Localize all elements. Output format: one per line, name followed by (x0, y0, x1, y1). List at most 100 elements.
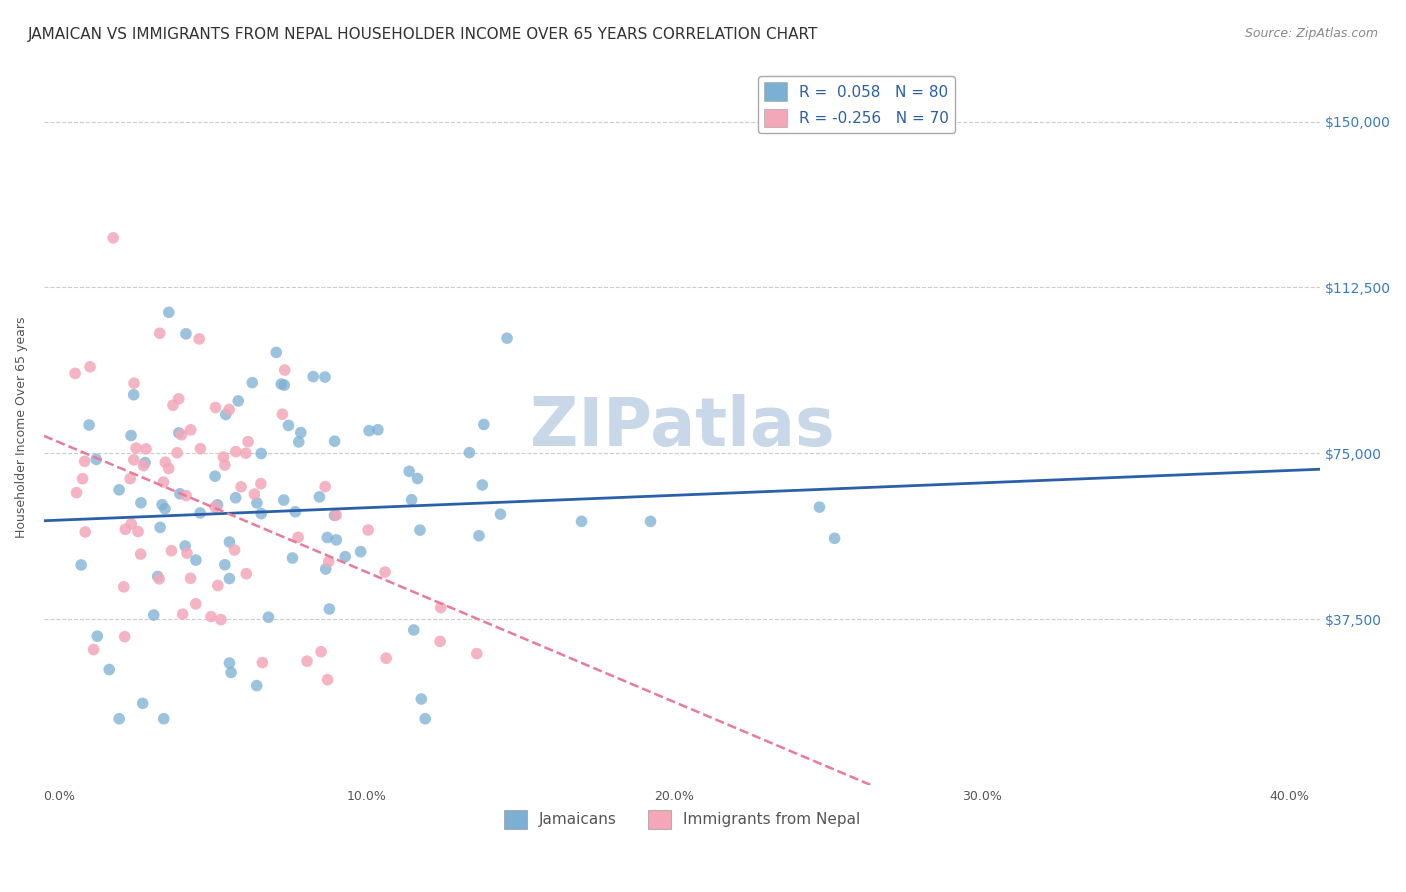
Point (571, 514, 593, 528)
Point (112, 580, 135, 594)
Point (357, 424, 380, 438)
Point (284, 505, 307, 519)
Point (160, 543, 183, 558)
Point (308, 490, 330, 504)
Point (174, 539, 197, 553)
Point (274, 363, 297, 377)
Point (224, 543, 246, 558)
Point (374, 565, 396, 579)
Point (489, 507, 512, 521)
Point (215, 408, 238, 422)
Point (406, 471, 429, 485)
Point (367, 423, 389, 437)
Point (180, 571, 202, 585)
Point (152, 475, 174, 489)
Point (204, 469, 226, 483)
Point (235, 566, 257, 581)
Point (226, 393, 249, 408)
Point (314, 370, 336, 384)
Point (86, 629, 108, 643)
Point (73, 454, 96, 468)
Point (212, 450, 235, 464)
Point (209, 613, 232, 627)
Point (180, 423, 202, 437)
Point (323, 434, 346, 449)
Point (132, 458, 155, 473)
Text: ZIPatlas: ZIPatlas (530, 393, 834, 459)
Point (273, 493, 295, 508)
Point (246, 496, 269, 510)
Point (207, 498, 229, 512)
Point (152, 712, 174, 726)
Point (188, 332, 211, 346)
Point (162, 398, 184, 412)
Point (98, 663, 121, 677)
Point (808, 500, 831, 515)
Point (122, 388, 145, 402)
Point (131, 697, 153, 711)
Point (129, 496, 152, 510)
Point (190, 442, 212, 456)
Point (318, 555, 340, 569)
Point (120, 428, 142, 442)
Point (72, 472, 94, 486)
Point (429, 600, 451, 615)
Point (398, 464, 420, 478)
Point (146, 569, 169, 583)
Point (120, 516, 142, 531)
Point (264, 345, 287, 359)
Point (250, 446, 273, 460)
Point (257, 610, 280, 624)
Point (214, 458, 236, 472)
Point (295, 654, 318, 668)
Point (157, 305, 180, 319)
Point (472, 417, 495, 432)
Point (314, 480, 336, 494)
Point (413, 712, 436, 726)
Point (236, 434, 259, 449)
Point (169, 487, 191, 501)
Point (287, 434, 309, 449)
Point (250, 476, 273, 491)
Point (75, 524, 97, 539)
Point (458, 445, 481, 459)
Point (250, 507, 273, 521)
Point (290, 425, 312, 440)
Point (172, 607, 194, 622)
Point (167, 392, 190, 406)
Point (108, 483, 131, 497)
Point (218, 402, 240, 417)
Point (108, 712, 131, 726)
Point (277, 418, 299, 433)
Point (149, 520, 172, 534)
Point (402, 623, 425, 637)
Point (184, 553, 207, 567)
Point (302, 369, 325, 384)
Point (375, 651, 398, 665)
Point (219, 665, 242, 680)
Point (471, 478, 494, 492)
Point (207, 578, 229, 592)
Point (281, 551, 304, 566)
Point (496, 331, 519, 345)
Point (155, 455, 177, 469)
Point (318, 602, 340, 616)
Point (271, 407, 294, 421)
Point (120, 472, 142, 486)
Point (411, 692, 433, 706)
Point (79, 359, 101, 374)
Point (114, 522, 136, 536)
Point (325, 508, 347, 522)
Point (174, 326, 197, 341)
Point (409, 523, 432, 537)
Point (184, 597, 207, 611)
Point (468, 529, 491, 543)
Point (273, 378, 295, 392)
Point (176, 546, 198, 560)
Point (204, 500, 226, 514)
Point (252, 656, 274, 670)
Point (65, 485, 87, 500)
Point (335, 549, 357, 564)
Point (225, 444, 247, 458)
Point (246, 679, 269, 693)
